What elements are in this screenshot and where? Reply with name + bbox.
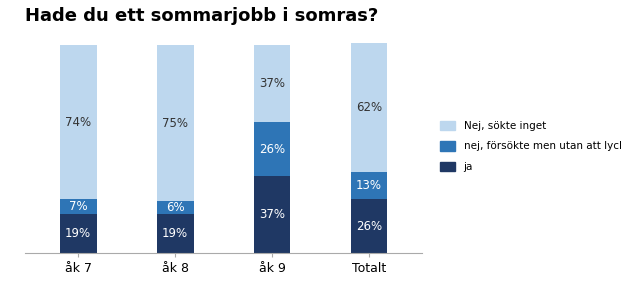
Bar: [253, 176, 291, 253]
Bar: [350, 199, 388, 253]
Text: 62%: 62%: [356, 101, 382, 114]
Text: 26%: 26%: [259, 143, 285, 156]
Text: 75%: 75%: [162, 117, 188, 130]
Bar: [60, 199, 97, 214]
Text: 13%: 13%: [356, 179, 382, 192]
Bar: [156, 45, 194, 201]
Bar: [156, 214, 194, 253]
Text: 19%: 19%: [65, 227, 91, 240]
Bar: [253, 45, 291, 122]
Bar: [350, 172, 388, 199]
Bar: [156, 201, 194, 214]
Text: 19%: 19%: [162, 227, 188, 240]
Bar: [350, 43, 388, 172]
Text: 37%: 37%: [259, 77, 285, 90]
Bar: [253, 122, 291, 176]
Text: 7%: 7%: [69, 200, 88, 213]
Text: 26%: 26%: [356, 220, 382, 233]
Bar: [60, 214, 97, 253]
Bar: [60, 45, 97, 199]
Text: 6%: 6%: [166, 201, 184, 214]
Text: 37%: 37%: [259, 209, 285, 221]
Text: 74%: 74%: [65, 115, 91, 129]
Legend: Nej, sökte inget, nej, försökte men utan att lyckas, ja: Nej, sökte inget, nej, försökte men utan…: [435, 116, 621, 176]
Text: Hade du ett sommarjobb i somras?: Hade du ett sommarjobb i somras?: [25, 7, 378, 25]
